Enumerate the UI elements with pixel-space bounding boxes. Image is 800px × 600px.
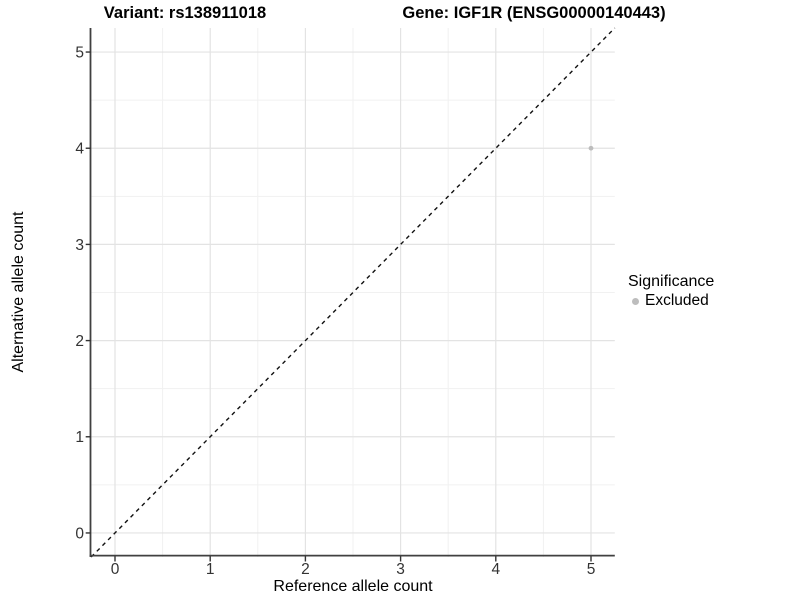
legend-item: Excluded	[628, 292, 714, 310]
plot-title-gene: Gene: IGF1R (ENSG00000140443)	[402, 4, 666, 22]
legend-title: Significance	[628, 273, 715, 290]
y-tick-label: 2	[75, 333, 84, 350]
legend-item-label: Excluded	[645, 292, 709, 309]
x-tick-label: 1	[206, 561, 215, 578]
y-tick-label: 0	[75, 525, 84, 542]
x-tick-label: 2	[301, 561, 310, 578]
legend-point-icon	[632, 297, 639, 305]
y-tick-label: 5	[75, 44, 84, 61]
x-tick-label: 4	[491, 561, 500, 578]
x-tick-label: 5	[587, 561, 596, 578]
y-tick-label: 4	[75, 141, 84, 158]
data-point	[588, 145, 594, 151]
legend: Significance Excluded	[628, 273, 714, 310]
y-tick-label: 1	[75, 429, 84, 446]
x-tick-label: 3	[396, 561, 405, 578]
x-tick-label: 0	[111, 561, 120, 578]
y-tick-label: 3	[75, 237, 84, 254]
plot-title-variant: Variant: rs138911018	[103, 4, 267, 22]
x-axis-title: Reference allele count	[273, 578, 433, 595]
